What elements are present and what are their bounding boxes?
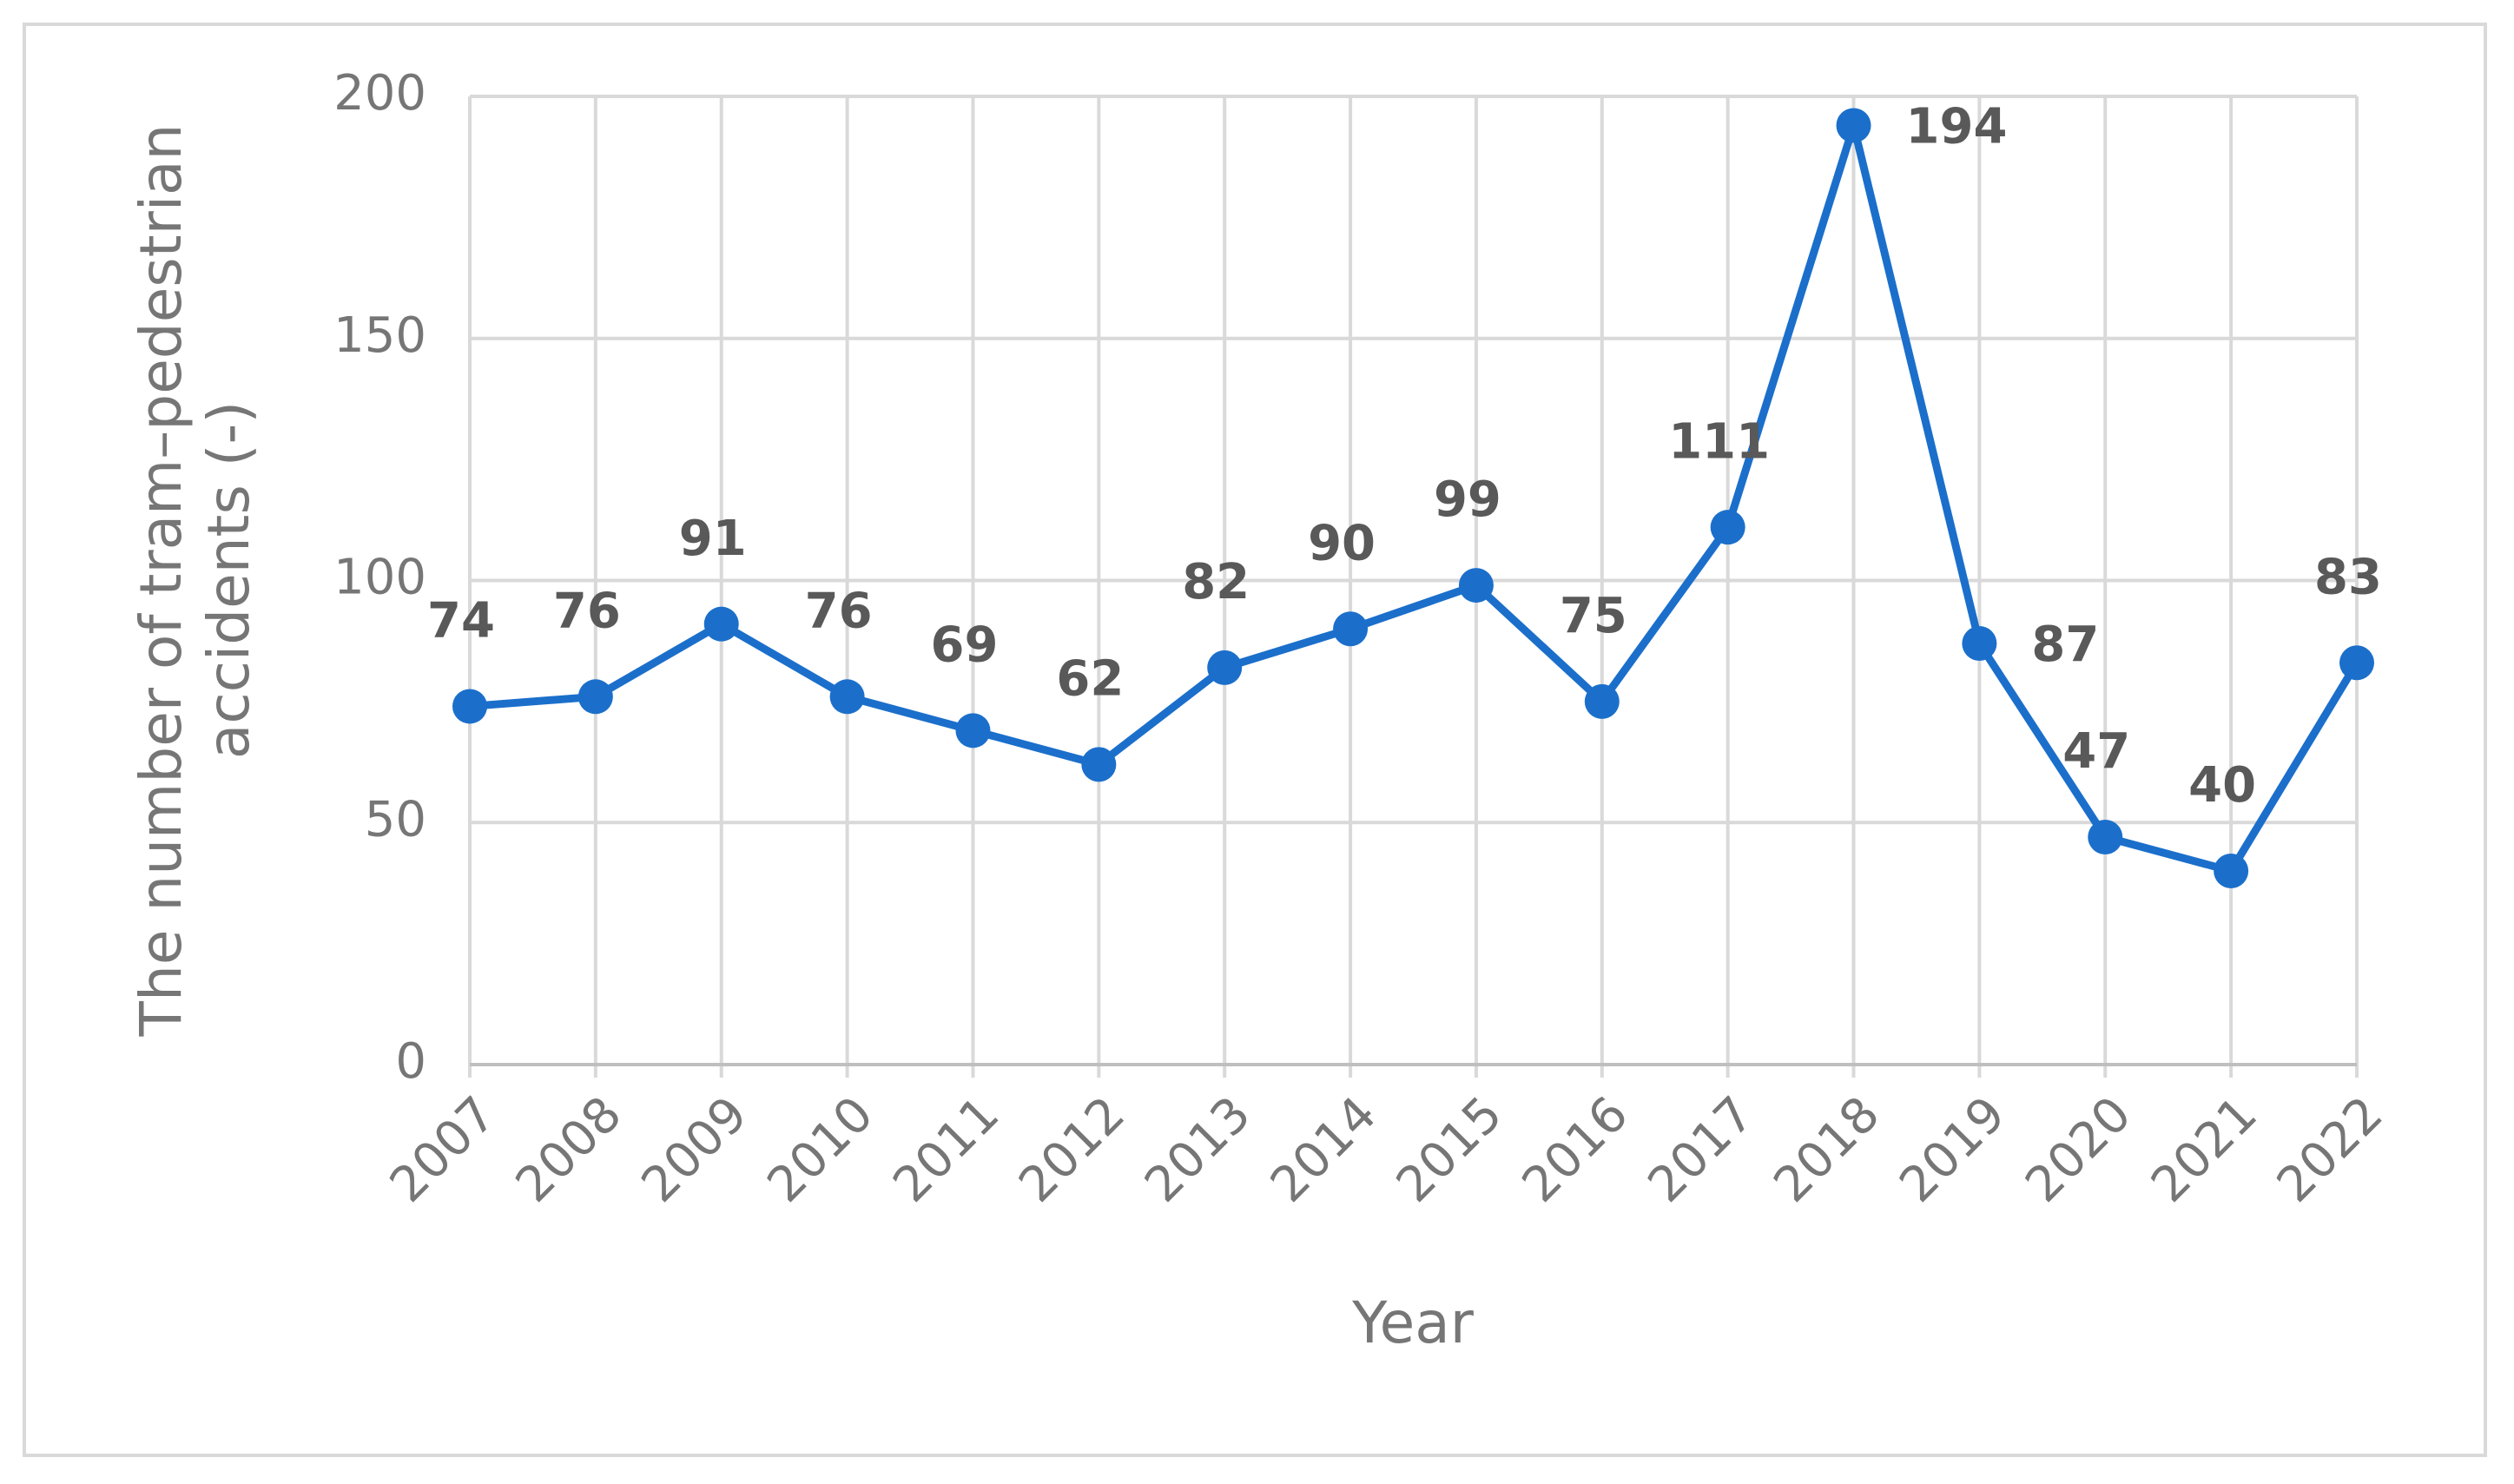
data-label: 69 (930, 617, 998, 673)
data-label: 40 (2188, 757, 2256, 814)
y-axis-title-line: accidents (-) (195, 401, 262, 759)
data-label: 62 (1056, 650, 1124, 707)
marker (452, 689, 487, 724)
marker (1584, 683, 1620, 719)
x-tick-label: 2011 (882, 1086, 1010, 1214)
chart-border (23, 23, 2487, 1457)
x-tick-label: 2007 (379, 1086, 507, 1214)
x-tick-label: 2016 (1512, 1086, 1640, 1214)
marker (1081, 747, 1117, 782)
x-tick-label: 2009 (631, 1086, 759, 1214)
marker (1458, 568, 1494, 603)
x-tick-label: 2012 (1008, 1086, 1136, 1214)
data-label: 76 (553, 583, 621, 639)
data-label: 74 (427, 593, 495, 650)
marker (2088, 819, 2123, 854)
data-label: 91 (679, 511, 747, 567)
x-tick-label: 2014 (1260, 1086, 1388, 1214)
y-tick-label: 50 (365, 791, 426, 848)
x-tick-label: 2020 (2015, 1086, 2142, 1214)
x-tick-label: 2018 (1763, 1086, 1890, 1214)
x-tick-label: 2021 (2141, 1086, 2268, 1214)
line (469, 121, 2360, 875)
marker (829, 679, 865, 715)
x-tick-label: 2017 (1638, 1086, 1765, 1214)
y-tick-label: 200 (333, 65, 426, 122)
data-label: 99 (1434, 472, 1501, 528)
x-tick-label: 2019 (1889, 1086, 2016, 1214)
y-tick-label: 100 (333, 550, 426, 606)
marker (703, 606, 739, 642)
y-tick-label: 0 (395, 1033, 426, 1090)
data-label: 90 (1308, 515, 1376, 571)
marker (1836, 108, 1871, 143)
data-label: 194 (1906, 99, 2008, 155)
data-label: 75 (1560, 588, 1627, 644)
marker (2214, 854, 2249, 888)
y-axis-title: The number of tram–pedestrian accidents … (128, 124, 262, 1038)
x-tick-label: 2022 (2267, 1086, 2394, 1214)
data-label: 47 (2062, 723, 2130, 780)
data-label: 111 (1668, 413, 1770, 470)
data-label: 76 (805, 583, 873, 639)
marker (1333, 611, 1369, 647)
x-tick-label: 2008 (505, 1086, 633, 1214)
marker (1207, 650, 1243, 685)
marker (1962, 625, 1997, 661)
x-axis-title: Year (1351, 1289, 1475, 1356)
data-label: 83 (2314, 549, 2382, 605)
y-tick-label: 150 (333, 307, 426, 364)
x-tick-label: 2010 (756, 1086, 884, 1214)
y-axis-title-line: The number of tram–pedestrian (128, 124, 195, 1038)
marker (2339, 645, 2374, 681)
data-label: 82 (1182, 554, 1250, 610)
marker (577, 679, 613, 715)
marker (1710, 510, 1745, 545)
x-tick-label: 2013 (1134, 1086, 1262, 1214)
data-label: 87 (2031, 617, 2099, 673)
marker (955, 713, 991, 749)
x-tick-label: 2015 (1386, 1086, 1514, 1214)
